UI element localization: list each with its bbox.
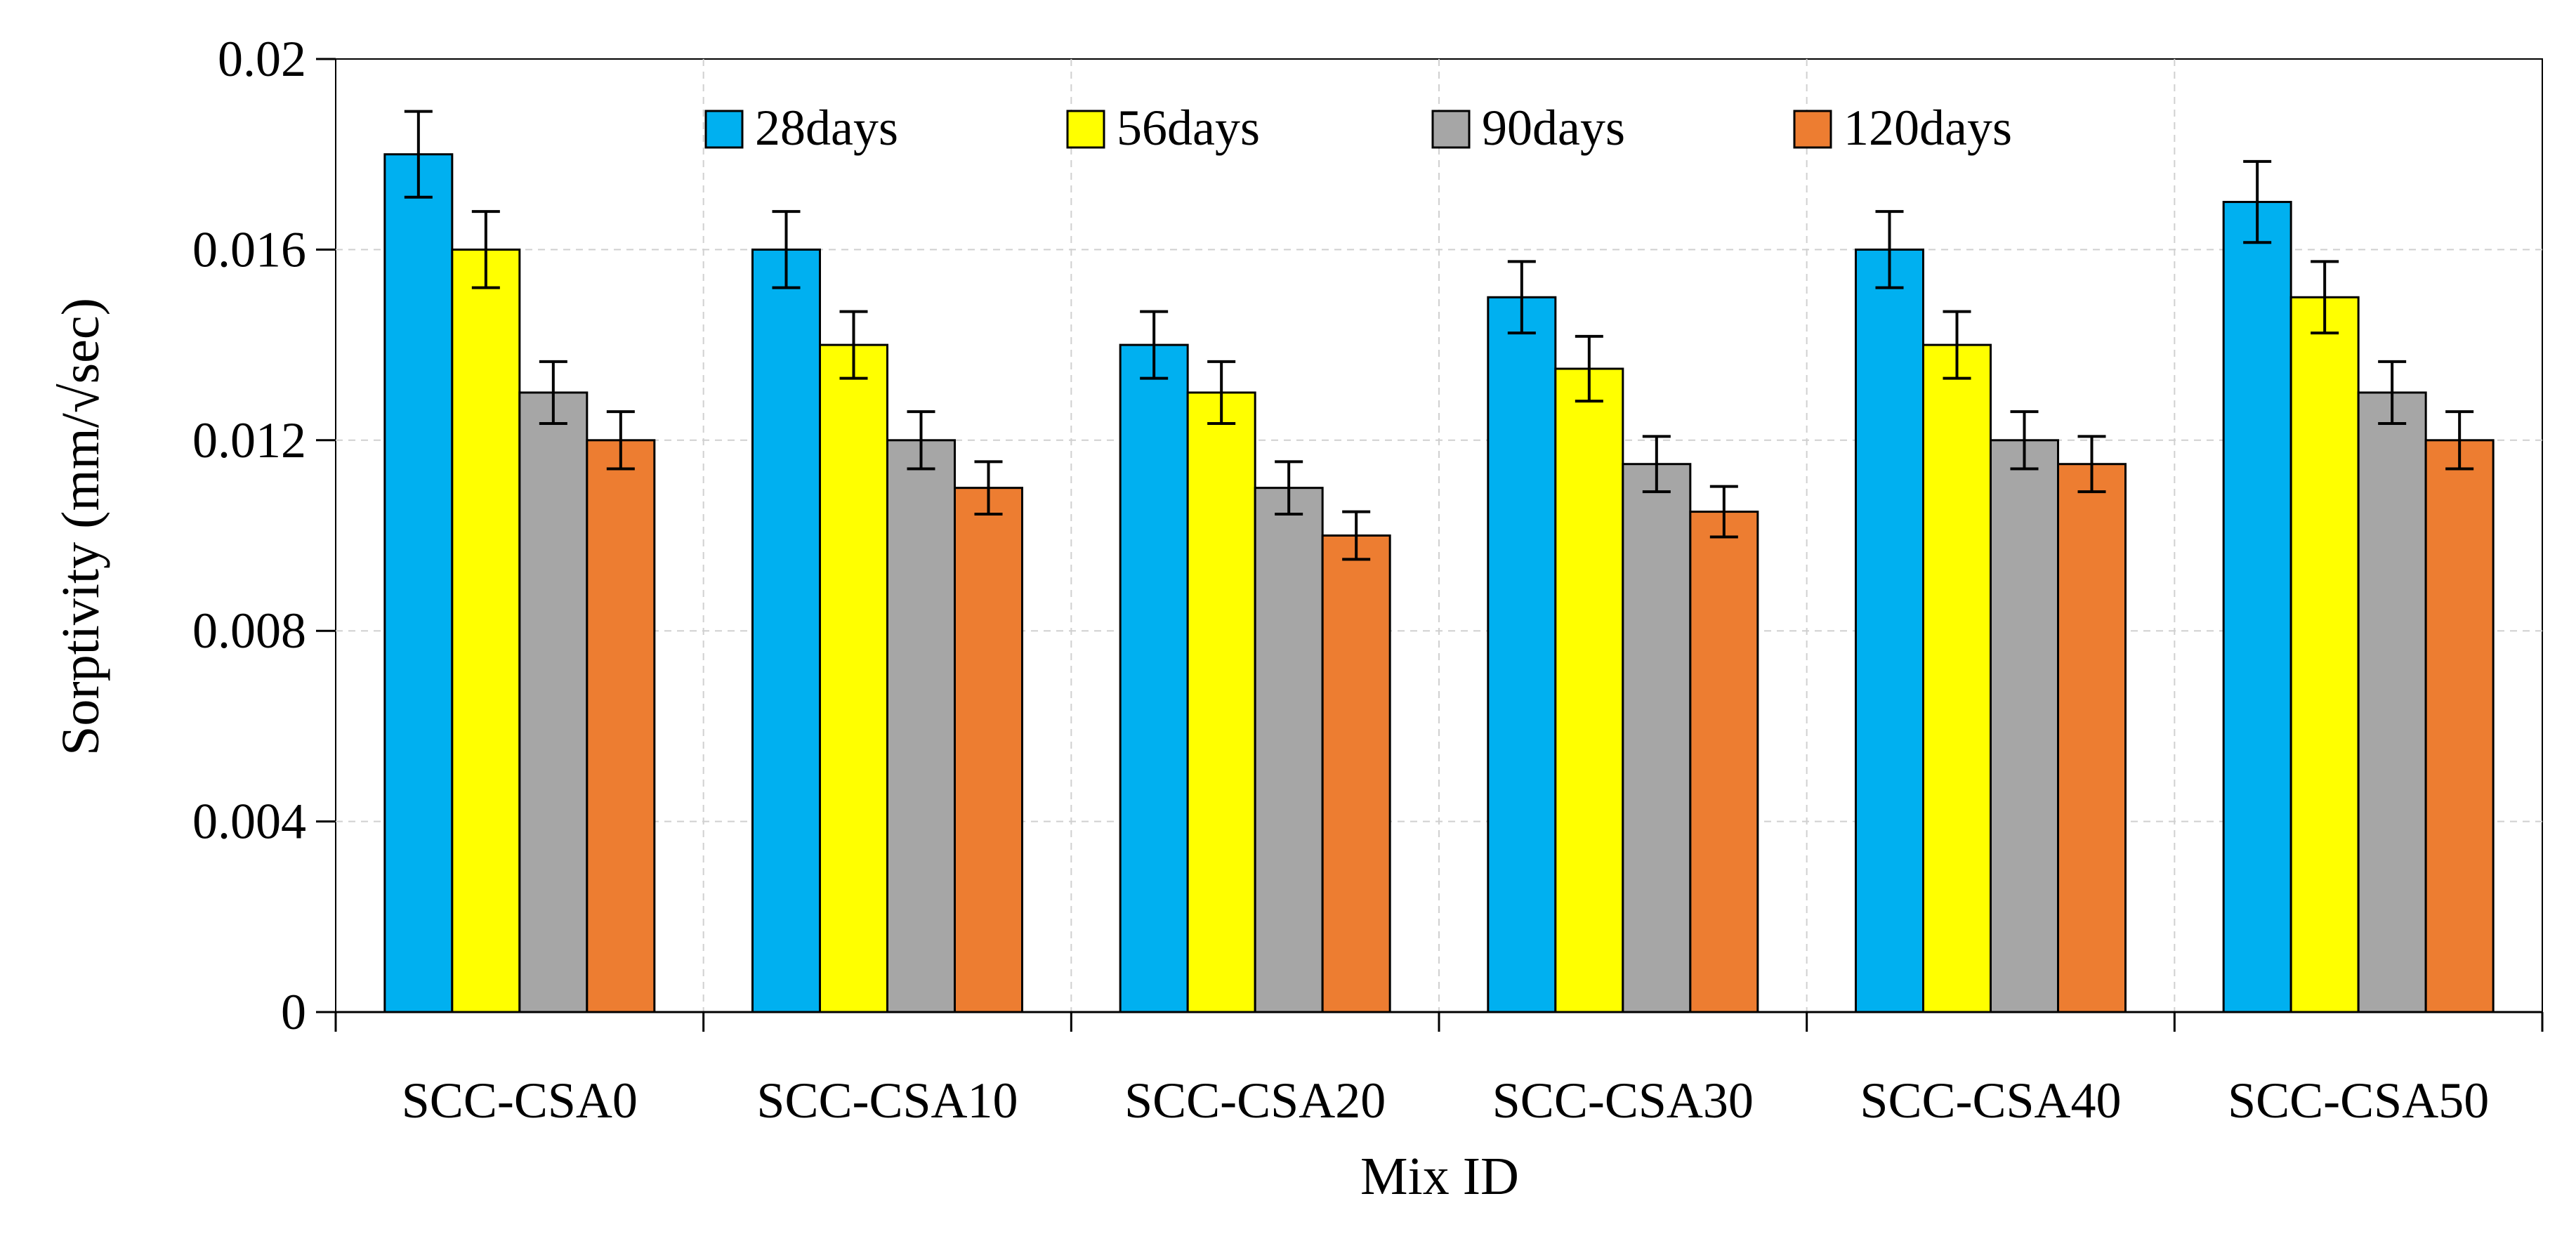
bar-28days-SCC-CSA30[interactable]: [1487, 296, 1557, 1013]
bar-90days-SCC-CSA0[interactable]: [518, 391, 589, 1013]
bar-56days-SCC-CSA0[interactable]: [451, 248, 521, 1013]
x-tick-label: SCC-CSA0: [402, 1072, 638, 1129]
bar-28days-SCC-CSA40[interactable]: [1855, 248, 1924, 1013]
legend-swatch-90days: [1431, 110, 1471, 149]
x-tick-label: SCC-CSA30: [1492, 1072, 1754, 1129]
bar-90days-SCC-CSA10[interactable]: [886, 439, 956, 1013]
bar-120days-SCC-CSA10[interactable]: [954, 487, 1023, 1013]
axes-layer: 0 0.004 0.008 0.012 0.016 0.02 SCC-CSA0 SCC-CSA…: [192, 31, 2544, 1129]
x-tick-label: SCC-CSA20: [1124, 1072, 1386, 1129]
legend-label-90days: 90days: [1482, 100, 1625, 156]
y-tick-label: 0.004: [192, 794, 306, 850]
bar-56days-SCC-CSA20[interactable]: [1186, 391, 1256, 1013]
bar-56days-SCC-CSA50[interactable]: [2289, 296, 2360, 1013]
bar-56days-SCC-CSA10[interactable]: [819, 343, 888, 1013]
bar-90days-SCC-CSA50[interactable]: [2357, 391, 2427, 1013]
bar-90days-SCC-CSA30[interactable]: [1622, 463, 1692, 1013]
bar-120days-SCC-CSA20[interactable]: [1321, 534, 1391, 1013]
legend-swatch-28days: [704, 110, 744, 149]
bars-layer: [383, 110, 2495, 1013]
y-axis-title: Sorptivity (mm/√sec): [51, 298, 110, 756]
bar-120days-SCC-CSA0[interactable]: [586, 439, 656, 1013]
legend-swatch-56days: [1066, 110, 1105, 149]
grid-layer: [335, 58, 2543, 1013]
bar-28days-SCC-CSA50[interactable]: [2222, 201, 2292, 1013]
y-tick-label: 0.016: [192, 221, 306, 277]
y-tick-label: 0.012: [192, 412, 306, 468]
bar-28days-SCC-CSA20[interactable]: [1119, 343, 1189, 1013]
bar-56days-SCC-CSA30[interactable]: [1554, 367, 1624, 1013]
legend: 28days 56days 90days 120days: [704, 100, 2012, 156]
legend-label-120days: 120days: [1844, 100, 2012, 156]
legend-label-56days: 56days: [1117, 100, 1260, 156]
legend-swatch-120days: [1793, 110, 1832, 149]
x-axis-title: Mix ID: [1360, 1147, 1519, 1206]
bar-90days-SCC-CSA20[interactable]: [1254, 487, 1324, 1013]
plot-area-frame: [335, 58, 2543, 1013]
bar-28days-SCC-CSA10[interactable]: [751, 248, 821, 1013]
x-tick-label: SCC-CSA50: [2228, 1072, 2489, 1129]
bar-120days-SCC-CSA40[interactable]: [2057, 463, 2127, 1013]
bar-28days-SCC-CSA0[interactable]: [383, 153, 454, 1013]
y-tick-label: 0.02: [218, 31, 306, 87]
x-tick-label: SCC-CSA10: [756, 1072, 1018, 1129]
bar-120days-SCC-CSA30[interactable]: [1689, 511, 1759, 1013]
legend-label-28days: 28days: [755, 100, 898, 156]
y-tick-label: 0.008: [192, 603, 306, 659]
x-tick-label: SCC-CSA40: [1860, 1072, 2121, 1129]
bar-56days-SCC-CSA40[interactable]: [1922, 343, 1992, 1013]
bar-90days-SCC-CSA40[interactable]: [1990, 439, 2059, 1013]
y-tick-label: 0: [281, 984, 306, 1040]
bar-120days-SCC-CSA50[interactable]: [2424, 439, 2495, 1013]
